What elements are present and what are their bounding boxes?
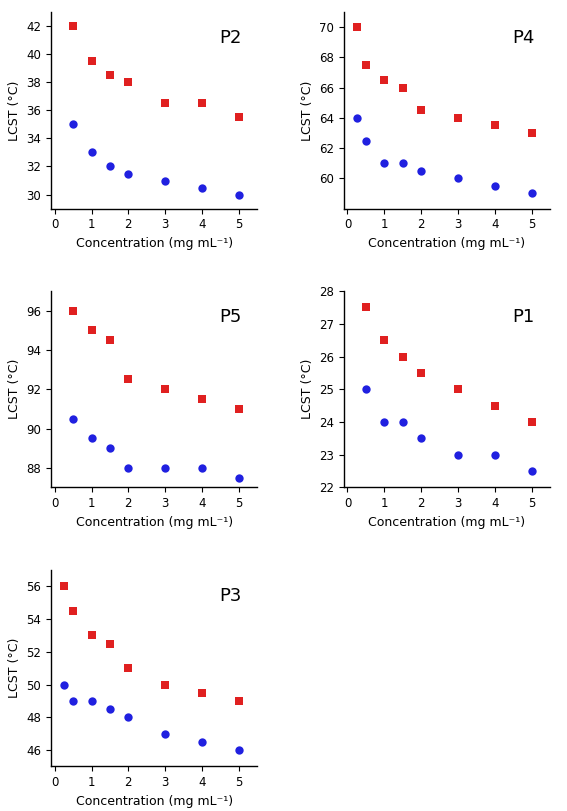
Point (361, 383, 370, 396)
Point (417, 367, 426, 380)
Text: P4: P4 (512, 28, 534, 47)
Point (234, 111, 243, 124)
Point (87, 55, 96, 68)
Point (60, 678, 69, 691)
Point (197, 181, 206, 194)
Point (417, 165, 426, 178)
Point (234, 402, 243, 415)
Point (87, 146, 96, 159)
Point (398, 350, 407, 363)
X-axis label: Concentration (mg mL⁻¹): Concentration (mg mL⁻¹) (75, 516, 232, 529)
Point (105, 442, 115, 455)
Point (160, 727, 170, 740)
Point (361, 134, 370, 147)
Point (160, 174, 170, 187)
Point (87, 629, 96, 642)
Y-axis label: LCST (°C): LCST (°C) (8, 80, 21, 140)
Y-axis label: LCST (°C): LCST (°C) (8, 359, 21, 419)
Point (454, 172, 463, 185)
Point (234, 694, 243, 707)
Point (490, 179, 500, 192)
Point (124, 662, 133, 675)
Point (197, 461, 206, 474)
Point (87, 324, 96, 337)
Point (124, 75, 133, 88)
Point (197, 736, 206, 749)
Point (361, 301, 370, 314)
Point (490, 399, 500, 412)
Point (160, 461, 170, 474)
X-axis label: Concentration (mg mL⁻¹): Concentration (mg mL⁻¹) (369, 237, 526, 250)
Point (69, 19, 78, 32)
Point (69, 118, 78, 131)
Y-axis label: LCST (°C): LCST (°C) (301, 359, 314, 419)
Y-axis label: LCST (°C): LCST (°C) (8, 638, 21, 698)
Point (454, 448, 463, 461)
Point (69, 694, 78, 707)
Point (197, 393, 206, 406)
Point (124, 461, 133, 474)
Point (527, 415, 536, 428)
Point (60, 580, 69, 593)
X-axis label: Concentration (mg mL⁻¹): Concentration (mg mL⁻¹) (369, 516, 526, 529)
Point (361, 58, 370, 71)
Point (87, 432, 96, 445)
Point (234, 471, 243, 484)
Y-axis label: LCST (°C): LCST (°C) (301, 80, 314, 140)
Point (454, 383, 463, 396)
Point (234, 188, 243, 201)
Point (124, 167, 133, 180)
Point (417, 104, 426, 117)
Point (197, 97, 206, 109)
Point (417, 432, 426, 445)
Point (160, 97, 170, 109)
Text: P5: P5 (219, 307, 242, 325)
Point (197, 686, 206, 699)
Point (234, 744, 243, 757)
Point (160, 678, 170, 691)
Point (124, 373, 133, 386)
Point (527, 127, 536, 139)
Point (105, 637, 115, 650)
Point (380, 415, 389, 428)
Point (352, 111, 361, 124)
Point (87, 694, 96, 707)
Point (380, 157, 389, 169)
Point (69, 412, 78, 425)
Point (454, 111, 463, 124)
Point (352, 21, 361, 34)
Point (380, 74, 389, 87)
Point (105, 333, 115, 346)
Point (527, 187, 536, 200)
Point (490, 448, 500, 461)
Point (124, 710, 133, 723)
Point (105, 69, 115, 82)
Point (69, 304, 78, 317)
Text: P3: P3 (219, 586, 242, 604)
Point (105, 702, 115, 715)
Point (527, 465, 536, 478)
Point (398, 157, 407, 169)
X-axis label: Concentration (mg mL⁻¹): Concentration (mg mL⁻¹) (75, 237, 232, 250)
Text: P1: P1 (512, 307, 534, 325)
Point (105, 160, 115, 173)
Point (160, 383, 170, 396)
Point (490, 119, 500, 132)
Point (398, 415, 407, 428)
Point (380, 333, 389, 346)
X-axis label: Concentration (mg mL⁻¹): Concentration (mg mL⁻¹) (75, 795, 232, 808)
Text: P2: P2 (219, 28, 242, 47)
Point (69, 604, 78, 617)
Point (398, 81, 407, 94)
